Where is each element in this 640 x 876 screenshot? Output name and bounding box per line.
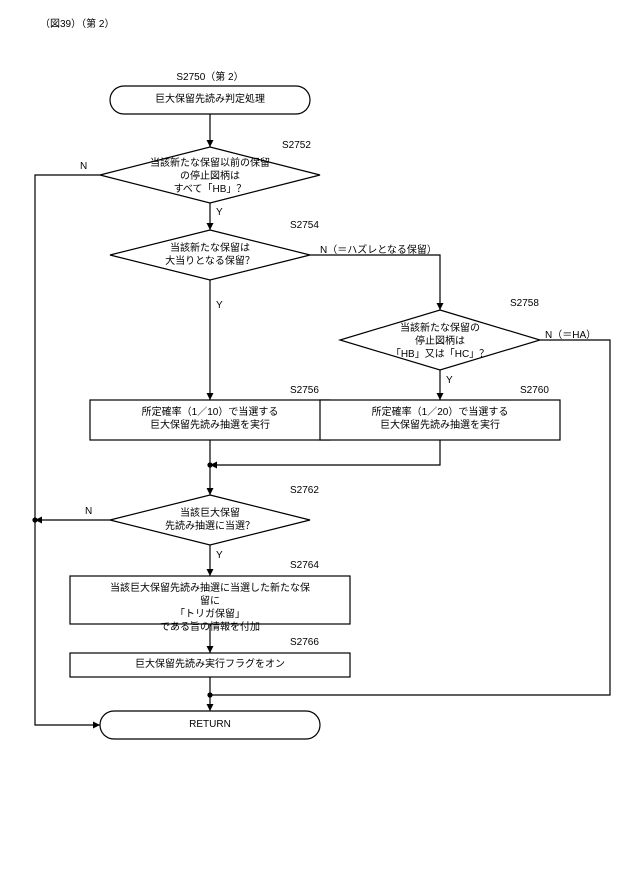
flow-text: RETURN xyxy=(110,718,310,731)
flow-text: S2760 xyxy=(520,385,640,396)
flow-text: 当該巨大保留先読み抽選に当選した新たな保留に「トリガ保留」である旨の情報を付加 xyxy=(110,582,310,634)
flow-text: 当該新たな保留の停止図柄は「HB」又は「HC」？ xyxy=(340,322,540,361)
flow-text: S2752 xyxy=(282,140,482,151)
flow-text: S2762 xyxy=(290,485,490,496)
flow-text: N（＝ハズレとなる保留） xyxy=(320,241,520,256)
flow-text: S2764 xyxy=(290,560,490,571)
flow-text: Y xyxy=(446,375,640,386)
flow-text: N xyxy=(80,161,280,172)
flow-text: Y xyxy=(216,550,416,561)
flow-text: 巨大保留先読み判定処理 xyxy=(110,93,310,106)
flow-text: S2766 xyxy=(290,637,490,648)
flow-text: Y xyxy=(216,207,416,218)
flow-text: S2758 xyxy=(510,298,640,309)
flow-text: 所定確率（1／20）で当選する巨大保留先読み抽選を実行 xyxy=(340,406,540,432)
flow-text: N xyxy=(85,506,285,517)
flow-text: N（＝HA） xyxy=(545,326,640,341)
flow-text: 所定確率（1／10）で当選する巨大保留先読み抽選を実行 xyxy=(110,406,310,432)
flow-text: （図39）（第 2） xyxy=(40,15,240,30)
flow-text: 巨大保留先読み実行フラグをオン xyxy=(110,658,310,671)
flow-text: S2754 xyxy=(290,220,490,231)
flow-text: S2750（第 2） xyxy=(110,68,310,83)
flow-text: 当該新たな保留は大当りとなる保留？ xyxy=(110,242,310,268)
flow-text: Y xyxy=(216,300,416,311)
flow-text: S2756 xyxy=(290,385,490,396)
